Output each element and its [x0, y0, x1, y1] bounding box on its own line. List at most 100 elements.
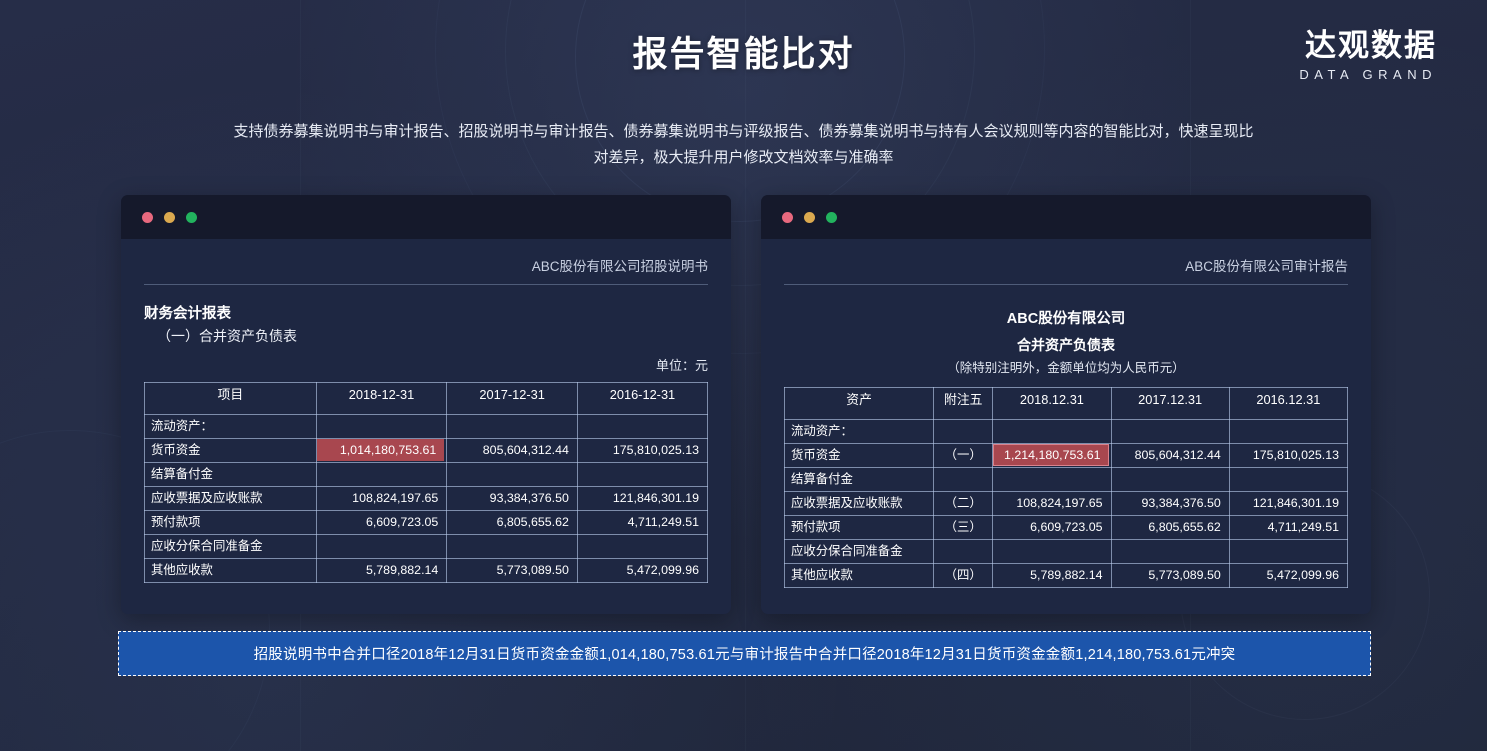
right-window-titlebar	[761, 195, 1371, 239]
left-section-subtitle: （一）合并资产负债表	[157, 328, 297, 344]
value-cell: 93,384,376.50	[446, 486, 578, 511]
left-col-header-item: 项目	[144, 382, 317, 415]
table-row: 其他应收款 5,789,882.14 5,773,089.50 5,472,099.9…	[144, 558, 709, 583]
empty-cell	[446, 414, 578, 439]
note-reference-cell: （四）	[933, 563, 994, 588]
left-document-name: ABC股份有限公司招股说明书	[144, 239, 708, 285]
empty-cell	[933, 467, 994, 492]
left-window-body: ABC股份有限公司招股说明书 财务会计报表 （一）合并资产负债表 单位：元 项目…	[121, 239, 731, 614]
row-label-cell: 应收票据及应收账款	[783, 491, 935, 516]
right-document-window: ABC股份有限公司审计报告 ABC股份有限公司 合并资产负债表 （除特别注明外，…	[761, 195, 1371, 614]
row-label-cell: 结算备付金	[144, 462, 317, 487]
left-col-header-2017: 2017-12-31	[446, 382, 578, 415]
logo-chinese-text: 达观数据	[1305, 28, 1437, 63]
left-col-header-2016: 2016-12-31	[576, 382, 709, 415]
value-cell: 5,789,882.14	[992, 563, 1112, 588]
value-cell: 5,773,089.50	[1110, 563, 1230, 588]
empty-cell	[315, 534, 448, 559]
right-col-header-asset: 资产	[783, 387, 935, 420]
empty-cell	[1110, 539, 1230, 564]
table-row: 货币资金 （一） 1,214,180,753.61 805,604,312.44 175…	[783, 443, 1349, 468]
row-label-cell: 结算备付金	[783, 467, 935, 492]
right-company-name: ABC股份有限公司	[1006, 311, 1126, 327]
left-window-titlebar	[121, 195, 731, 239]
empty-cell	[1228, 419, 1349, 444]
empty-cell	[446, 534, 578, 559]
value-cell: 4,711,249.51	[576, 510, 709, 535]
table-row: 流动资产：	[144, 414, 709, 439]
value-cell: 6,805,655.62	[1110, 515, 1230, 540]
value-cell: 93,384,376.50	[1110, 491, 1230, 516]
empty-cell	[1110, 419, 1230, 444]
minimize-dot-icon[interactable]	[164, 211, 175, 223]
right-document-meta: ABC股份有限公司 合并资产负债表 （除特别注明外，金额单位均为人民币元）	[784, 285, 1348, 379]
value-cell: 5,773,089.50	[446, 558, 578, 583]
row-label-cell: 应收票据及应收账款	[144, 486, 317, 511]
value-cell: 805,604,312.44	[1110, 443, 1230, 468]
page-subtitle: 支持债券募集说明书与审计报告、招股说明书与审计报告、债券募集说明书与评级报告、债…	[233, 123, 1254, 166]
left-balance-sheet-table: 项目 2018-12-31 2017-12-31 2016-12-31 流动资产…	[144, 382, 709, 583]
row-label-cell: 应收分保合同准备金	[783, 539, 935, 564]
empty-cell	[1228, 467, 1349, 492]
empty-cell	[576, 414, 709, 439]
empty-cell	[933, 419, 994, 444]
row-label-cell: 流动资产：	[783, 419, 935, 444]
row-label-cell: 其他应收款	[783, 563, 935, 588]
minimize-dot-icon[interactable]	[804, 211, 815, 223]
right-col-header-2017: 2017.12.31	[1110, 387, 1230, 420]
right-table-header-row: 资产 附注五 2018.12.31 2017.12.31 2016.12.31	[783, 387, 1349, 420]
empty-cell	[576, 534, 709, 559]
table-row: 应收分保合同准备金	[783, 539, 1349, 564]
table-row: 结算备付金	[144, 462, 709, 487]
highlighted-value-cell: 1,014,180,753.61	[315, 438, 448, 463]
highlighted-value-cell: 1,214,180,753.61	[992, 443, 1112, 468]
value-cell: 175,810,025.13	[1228, 443, 1349, 468]
empty-cell	[576, 462, 709, 487]
empty-cell	[1228, 539, 1349, 564]
table-row: 预付款项 （三） 6,609,723.05 6,805,655.62 4,711,249…	[783, 515, 1349, 540]
value-cell: 108,824,197.65	[992, 491, 1112, 516]
maximize-dot-icon[interactable]	[826, 211, 837, 223]
empty-cell	[315, 414, 448, 439]
right-col-header-2018: 2018.12.31	[992, 387, 1112, 420]
value-cell: 6,609,723.05	[992, 515, 1112, 540]
note-reference-cell: （二）	[933, 491, 994, 516]
brand-logo: 达观数据 DATA GRAND	[1299, 28, 1437, 84]
empty-cell	[992, 419, 1112, 444]
difference-highlight: 1,214,180,753.61	[993, 444, 1109, 466]
row-label-cell: 其他应收款	[144, 558, 317, 583]
right-unit-note: （除特别注明外，金额单位均为人民币元）	[947, 361, 1185, 375]
page-title: 报告智能比对	[632, 35, 855, 74]
note-reference-cell: （三）	[933, 515, 994, 540]
table-row: 应收分保合同准备金	[144, 534, 709, 559]
empty-cell	[446, 462, 578, 487]
left-unit-note: 单位：元	[655, 358, 708, 373]
close-dot-icon[interactable]	[142, 211, 153, 223]
left-section-title: 财务会计报表	[144, 306, 231, 322]
table-row: 应收票据及应收账款 108,824,197.65 93,384,376.50 121,…	[144, 486, 709, 511]
right-window-body: ABC股份有限公司审计报告 ABC股份有限公司 合并资产负债表 （除特别注明外，…	[761, 239, 1371, 614]
row-label-cell: 应收分保合同准备金	[144, 534, 317, 559]
empty-cell	[1110, 467, 1230, 492]
conflict-message: 招股说明书中合并口径2018年12月31日货币资金金额1,014,180,753…	[253, 647, 1236, 663]
empty-cell	[992, 467, 1112, 492]
logo-english-text: DATA GRAND	[1299, 67, 1437, 82]
table-row: 结算备付金	[783, 467, 1349, 492]
row-label-cell: 货币资金	[783, 443, 935, 468]
value-cell: 6,805,655.62	[446, 510, 578, 535]
table-row: 流动资产：	[783, 419, 1349, 444]
left-document-window: ABC股份有限公司招股说明书 财务会计报表 （一）合并资产负债表 单位：元 项目…	[121, 195, 731, 614]
table-row: 预付款项 6,609,723.05 6,805,655.62 4,711,249.51	[144, 510, 709, 535]
note-reference-cell: （一）	[933, 443, 994, 468]
right-col-header-2016: 2016.12.31	[1228, 387, 1349, 420]
maximize-dot-icon[interactable]	[186, 211, 197, 223]
close-dot-icon[interactable]	[782, 211, 793, 223]
row-label-cell: 货币资金	[144, 438, 317, 463]
conflict-banner: 招股说明书中合并口径2018年12月31日货币资金金额1,014,180,753…	[118, 631, 1371, 676]
value-cell: 5,472,099.96	[576, 558, 709, 583]
empty-cell	[992, 539, 1112, 564]
right-balance-sheet-table: 资产 附注五 2018.12.31 2017.12.31 2016.12.31 …	[783, 387, 1349, 588]
left-col-header-2018: 2018-12-31	[315, 382, 448, 415]
difference-highlight: 1,014,180,753.61	[317, 439, 445, 461]
left-document-meta: 财务会计报表 （一）合并资产负债表	[144, 285, 708, 347]
